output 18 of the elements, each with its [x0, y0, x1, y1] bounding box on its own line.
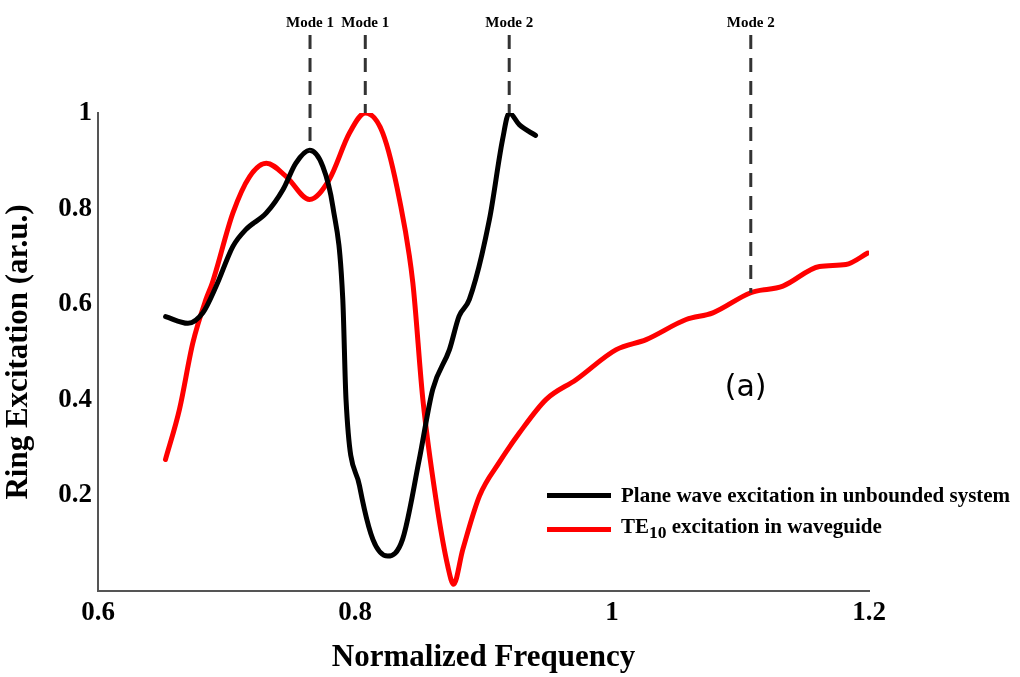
y-tick-label: 0.8 [58, 191, 92, 222]
legend-label: TE$_{10}$ excitation in waveguide [621, 514, 882, 544]
y-tick-label: 0.6 [58, 287, 92, 318]
x-axis-title: Normalized Frequency [331, 638, 636, 674]
x-tick-label: 0.6 [81, 596, 115, 627]
x-tick-label: 0.8 [338, 596, 372, 627]
y-tick-label: 1 [78, 95, 92, 126]
legend-label: Plane wave excitation in unbounded system [621, 482, 1011, 508]
ref-line-label: Mode 2 [726, 14, 775, 31]
annotation: (a) [724, 367, 767, 403]
ref-line-label: Mode 1 [341, 14, 390, 31]
x-tick-label: 1.2 [852, 596, 886, 627]
y-tick-label: 0.4 [58, 382, 92, 413]
y-tick-label: 0.2 [58, 478, 92, 509]
x-tick-label: 1 [605, 596, 619, 627]
y-axis-title: Ring Excitation (ar.u.) [0, 204, 34, 500]
ref-line-label: Mode 2 [485, 14, 534, 31]
ref-line-label: Mode 1 [286, 14, 334, 31]
